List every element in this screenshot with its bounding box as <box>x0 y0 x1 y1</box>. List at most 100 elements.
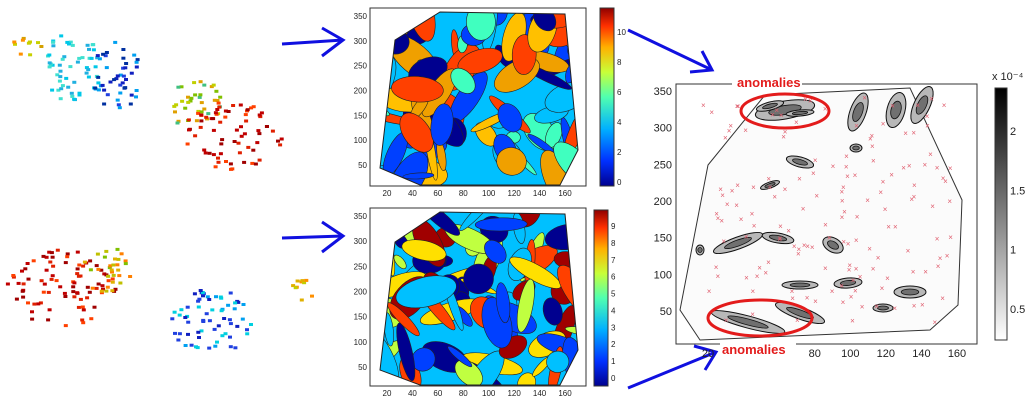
sample-marker: × <box>735 102 740 111</box>
colorbar-tick-label: 2 <box>617 148 622 157</box>
graph-node <box>202 83 207 87</box>
sample-marker: × <box>930 202 935 211</box>
anomaly-label-bottom: anomalies <box>722 342 786 357</box>
graph-node <box>77 263 82 267</box>
graph-node <box>80 305 85 309</box>
graph-node <box>50 88 55 92</box>
graph-node <box>60 57 65 61</box>
graph-node <box>41 290 46 294</box>
sample-marker: × <box>796 250 801 259</box>
colorbar-tick-label: 4 <box>617 118 622 127</box>
graph-node <box>215 99 220 102</box>
x-tick-label: 100 <box>482 389 496 398</box>
graph-node <box>186 118 191 122</box>
sample-marker: × <box>942 101 947 110</box>
graph-node <box>207 319 212 323</box>
sample-marker: × <box>886 222 891 231</box>
colorbar-tick-label: 4 <box>611 306 616 315</box>
y-tick-label: 100 <box>354 338 368 347</box>
graph-node <box>186 100 191 104</box>
graph-node <box>239 125 243 129</box>
graph-node <box>135 58 140 62</box>
sample-marker: × <box>751 183 756 192</box>
sample-marker: × <box>823 221 828 230</box>
sample-marker: × <box>925 112 930 121</box>
graph-node <box>121 48 126 51</box>
graph-node <box>189 343 194 347</box>
graph-node <box>232 140 237 143</box>
graph-node <box>118 73 123 77</box>
graph-node <box>175 121 180 125</box>
graph-node <box>86 75 91 79</box>
sample-marker: × <box>801 204 806 213</box>
graph-node <box>259 111 264 115</box>
y-tick-label: 150 <box>354 111 368 120</box>
graph-node <box>72 97 77 101</box>
graph-node <box>228 162 233 166</box>
colorbar-tick-label: 1.5 <box>1010 185 1025 197</box>
graph-node <box>186 320 191 324</box>
sample-marker: × <box>831 162 836 171</box>
colorbar-tick-label: 10 <box>617 28 626 37</box>
graph-node <box>241 303 246 306</box>
graph-node <box>55 73 60 77</box>
graph-node <box>38 301 43 305</box>
graph-node <box>132 53 137 57</box>
sample-marker: × <box>777 235 782 244</box>
graph-node <box>238 103 243 107</box>
graph-node <box>58 97 63 101</box>
flow-arrows <box>281 26 719 390</box>
graph-node <box>206 112 211 116</box>
graph-node <box>105 93 110 97</box>
colorbar-tick-label: 8 <box>611 239 616 248</box>
graph-node <box>198 125 203 129</box>
sample-marker: × <box>701 101 706 110</box>
contour-map-bottom: 20 40 60 80 100 120 140 160 5010015020025030035… <box>354 207 616 398</box>
sample-marker: × <box>725 200 730 209</box>
graph-node <box>101 52 106 56</box>
graph-node <box>110 280 115 284</box>
colorbar-tick-label: 1 <box>1010 245 1016 257</box>
graph-node <box>186 95 190 99</box>
sample-marker: × <box>841 238 846 247</box>
graph-node <box>185 305 190 309</box>
graph-node <box>113 257 117 261</box>
graph-node <box>58 69 63 73</box>
sample-marker: × <box>714 209 719 218</box>
graph-node <box>180 99 185 103</box>
graph-node <box>72 281 77 285</box>
x-tick-label: 20 <box>383 389 392 398</box>
graph-node <box>47 61 52 65</box>
graph-node <box>213 111 218 115</box>
graph-node <box>299 298 304 302</box>
graph-node <box>118 281 123 285</box>
x-tick-label: 100 <box>482 189 496 198</box>
graph-node <box>78 274 83 278</box>
graph-node <box>5 282 10 286</box>
x-tick-label: 20 <box>383 189 392 198</box>
graph-node <box>93 86 98 90</box>
graph-node <box>99 289 104 293</box>
graph-node <box>117 274 122 278</box>
sample-marker: × <box>868 134 873 143</box>
graph-node <box>67 42 71 46</box>
sample-marker: × <box>724 316 729 325</box>
graph-node <box>99 268 104 272</box>
x-tick-label: 60 <box>433 389 442 398</box>
sample-marker: × <box>840 213 845 222</box>
graph-node <box>25 262 30 265</box>
graph-node <box>207 346 212 350</box>
graph-node <box>106 279 111 283</box>
graph-node <box>30 310 34 314</box>
graph-node <box>123 86 128 90</box>
graph-node <box>218 120 223 124</box>
graph-node <box>81 264 86 268</box>
sample-marker: × <box>880 284 885 293</box>
y-tick-label: 350 <box>354 212 368 221</box>
graph-node <box>233 346 238 350</box>
graph-node <box>202 107 207 111</box>
graph-node <box>75 291 80 295</box>
graph-node <box>249 106 254 110</box>
graph-node <box>30 317 35 321</box>
sample-marker: × <box>909 195 914 204</box>
